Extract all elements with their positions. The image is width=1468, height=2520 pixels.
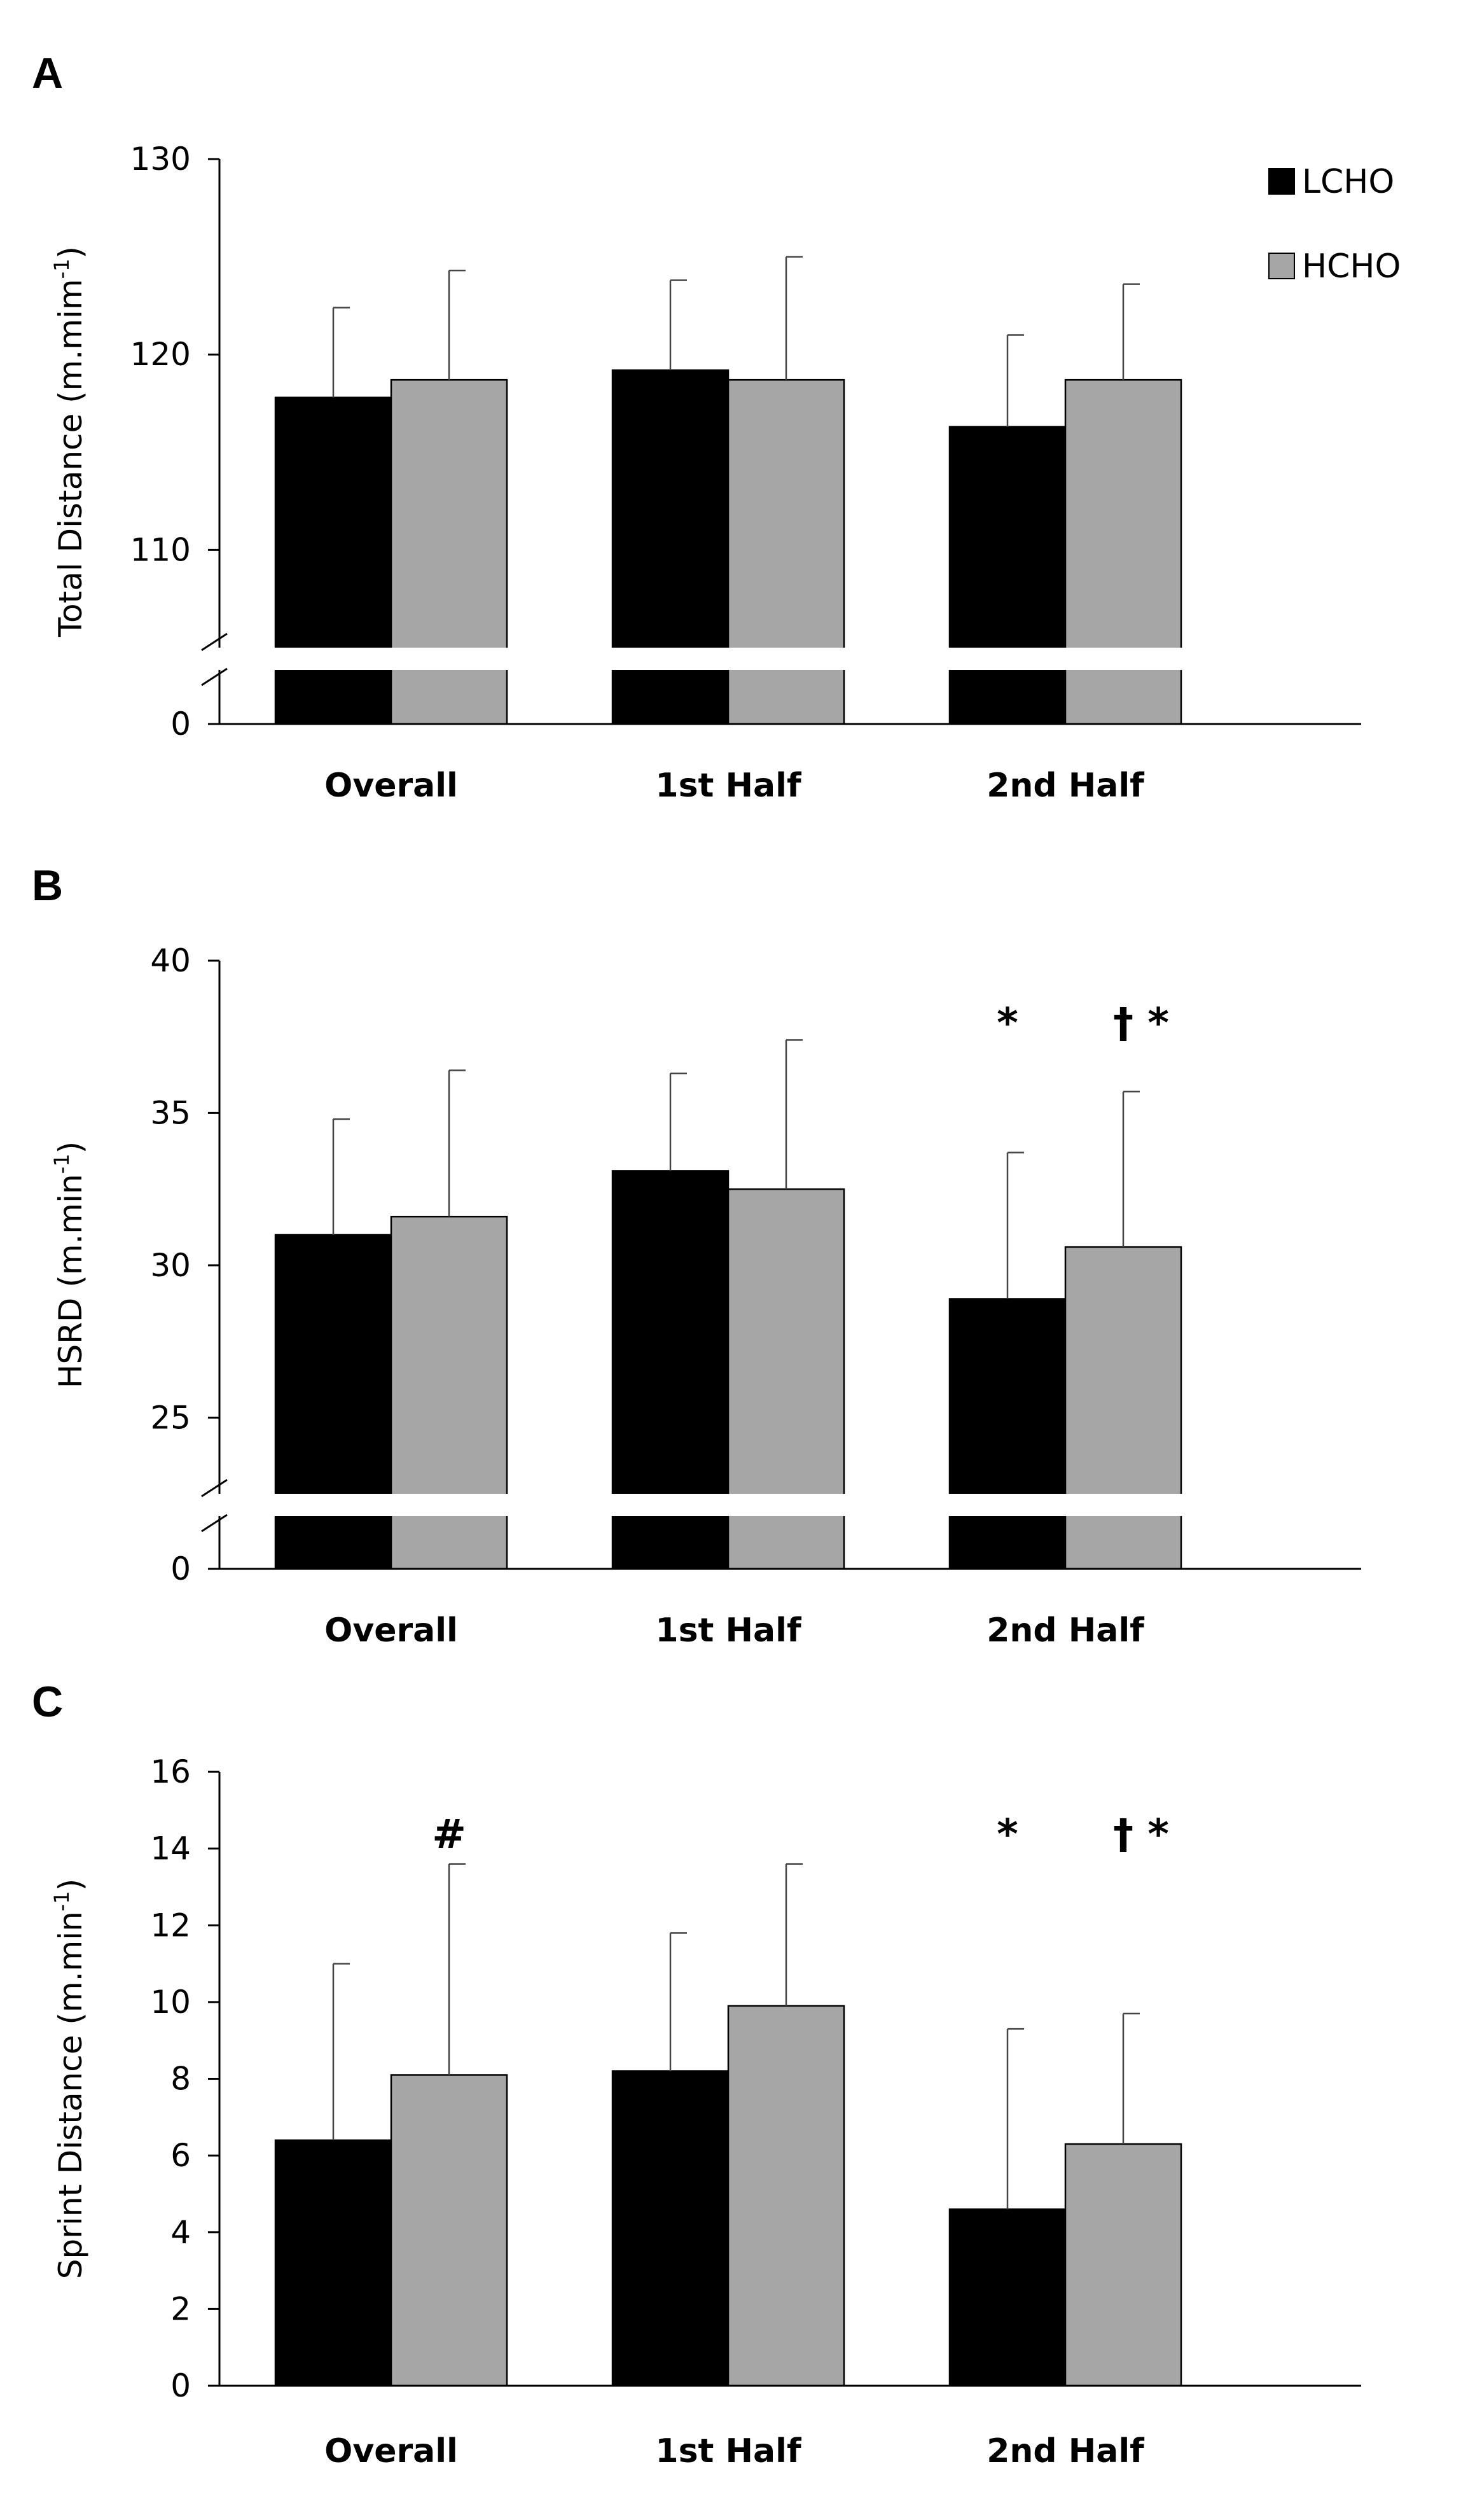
bar-hcho-0 xyxy=(390,379,508,725)
y-tick-label: 4 xyxy=(170,2214,191,2251)
legend-label-hcho: HCHO xyxy=(1302,247,1401,286)
y-axis-label-end: ) xyxy=(52,246,89,259)
axis-break-band xyxy=(194,648,1374,670)
bar-lcho-0 xyxy=(274,1234,392,1570)
significance-marker: * xyxy=(997,1000,1018,1047)
y-axis-label: Sprint Distance (m.min-1) xyxy=(50,1879,89,2279)
x-category-label: 2nd Half xyxy=(987,767,1145,805)
y-tick-label: 14 xyxy=(150,1830,191,1867)
bar-hcho-2 xyxy=(1064,379,1182,725)
x-category-label: 1st Half xyxy=(655,1612,802,1650)
y-tick-label: 35 xyxy=(150,1094,191,1131)
panel-c: C 0 2 4 6 8 10 12 14 16 Overall 1st Half 2nd Half Spr… xyxy=(32,1678,1361,2470)
significance-marker: † * xyxy=(1113,1811,1169,1858)
axis-break-mark xyxy=(201,1479,228,1498)
y-tick-label: 30 xyxy=(150,1247,191,1284)
y-axis-label: Total Distance (m.mim-1) xyxy=(50,246,89,637)
bar-hcho-1 xyxy=(727,2005,845,2387)
x-category-label: Overall xyxy=(324,767,458,805)
panel-letter: A xyxy=(32,49,63,97)
legend-swatch-hcho xyxy=(1268,253,1295,279)
x-category-label: Overall xyxy=(324,2432,458,2470)
y-tick-label: 0 xyxy=(170,706,191,742)
y-tick-label: 16 xyxy=(150,1753,191,1790)
y-tick-label: 0 xyxy=(170,2367,191,2404)
axis-break-mark xyxy=(201,632,228,651)
y-axis-label-sup: -1 xyxy=(50,259,74,279)
bar-lcho-0 xyxy=(274,396,392,725)
legend-swatch-lcho xyxy=(1268,168,1295,195)
y-axis-label-text: Sprint Distance (m.min xyxy=(52,1911,89,2279)
axis-break-band xyxy=(194,1494,1374,1516)
bar-hcho-1 xyxy=(727,379,845,725)
bar-lcho-1 xyxy=(611,2070,730,2387)
y-axis-label-end: ) xyxy=(52,1879,89,1891)
bar-lcho-2 xyxy=(948,2208,1067,2387)
y-tick-label: 12 xyxy=(150,1907,191,1944)
y-tick-label: 0 xyxy=(170,1550,191,1587)
significance-marker: * xyxy=(997,1811,1018,1858)
panel-letter: C xyxy=(32,1678,63,1726)
x-category-label: Overall xyxy=(324,1612,458,1650)
y-tick-label: 6 xyxy=(170,2137,191,2174)
x-category-label: 1st Half xyxy=(655,767,802,805)
y-tick-label: 8 xyxy=(170,2061,191,2098)
significance-marker: # xyxy=(432,1811,466,1858)
axis-break-mark xyxy=(201,1514,228,1533)
y-axis-label-sup: -1 xyxy=(50,1891,74,1911)
legend: LCHO HCHO xyxy=(1268,163,1401,286)
y-axis-label-text: Total Distance (m.mim xyxy=(52,279,89,637)
panel-letter: B xyxy=(32,861,63,910)
y-axis-label-text: HSRD (m.min xyxy=(52,1174,89,1388)
y-tick-label: 40 xyxy=(150,942,191,979)
x-category-label: 2nd Half xyxy=(987,2432,1145,2470)
bar-lcho-1 xyxy=(611,369,730,725)
x-category-label: 1st Half xyxy=(655,2432,802,2470)
panel-b: B 0 25 30 35 40 Overall 1st Half 2nd Half HSRD (m… xyxy=(32,861,1374,1650)
legend-label-lcho: LCHO xyxy=(1302,163,1394,201)
bar-hcho-0 xyxy=(390,2074,508,2387)
y-tick-label: 2 xyxy=(170,2290,191,2327)
y-tick-label: 120 xyxy=(130,336,191,373)
y-axis-label: HSRD (m.min-1) xyxy=(50,1141,89,1388)
bar-lcho-2 xyxy=(948,1298,1067,1570)
significance-marker: † * xyxy=(1113,1000,1169,1047)
bar-lcho-2 xyxy=(948,426,1067,725)
y-tick-label: 10 xyxy=(150,1984,191,2021)
x-category-label: 2nd Half xyxy=(987,1612,1145,1650)
panel-a: A 0 110 120 130 Overall 1st Half 2nd Half Total … xyxy=(32,49,1374,805)
y-tick-label: 110 xyxy=(130,531,191,568)
bar-hcho-2 xyxy=(1064,2143,1182,2387)
y-axis-label-end: ) xyxy=(52,1141,89,1154)
y-axis-label-sup: -1 xyxy=(50,1153,74,1174)
bar-hcho-2 xyxy=(1064,1246,1182,1570)
axis-break-mark xyxy=(201,667,228,686)
y-tick-label: 25 xyxy=(150,1399,191,1436)
y-tick-label: 130 xyxy=(130,141,191,178)
bar-lcho-0 xyxy=(274,2139,392,2387)
